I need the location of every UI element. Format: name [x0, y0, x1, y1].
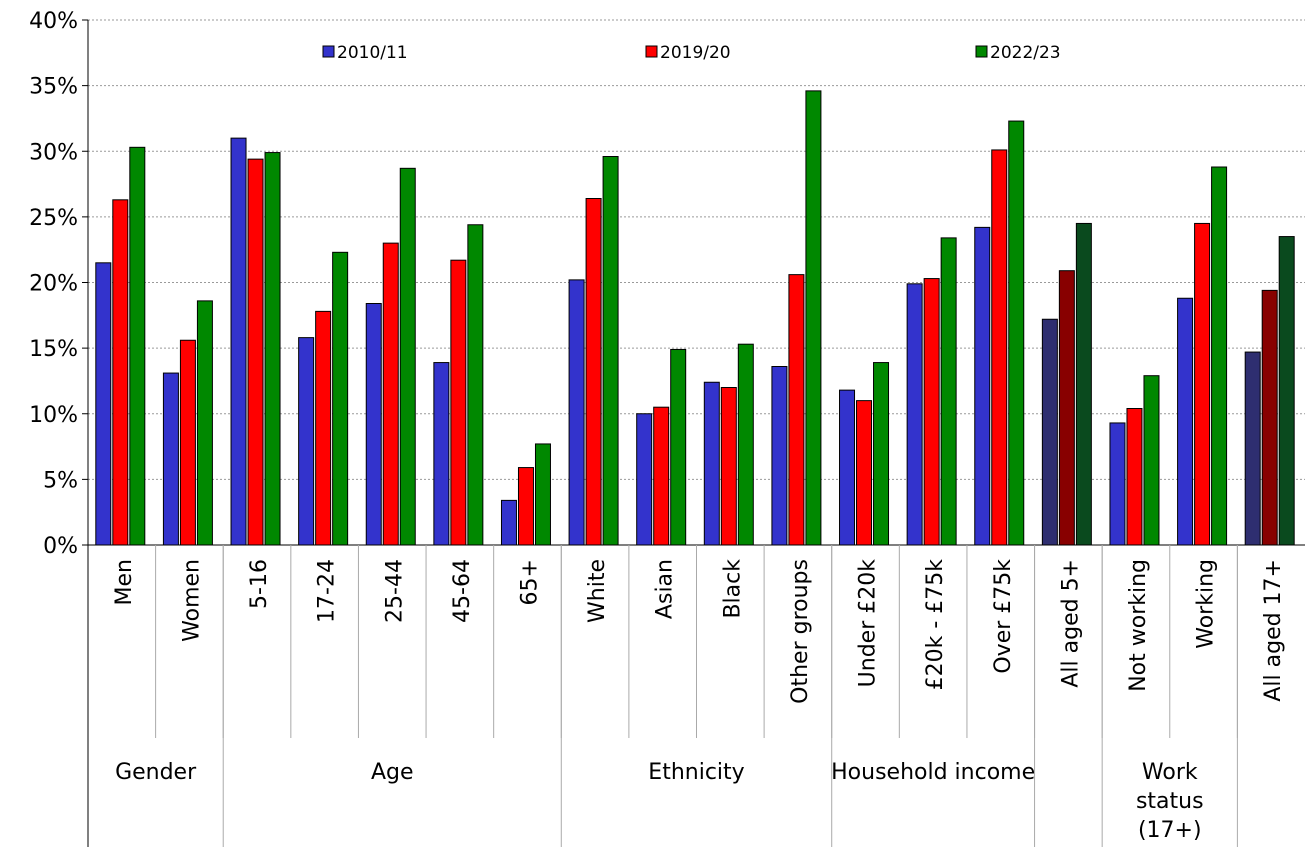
bar: [703, 381, 720, 546]
bar: [1008, 120, 1025, 546]
legend-label: 2022/23: [990, 43, 1061, 63]
group-label: Household income: [831, 760, 1035, 785]
bar: [788, 274, 805, 546]
category-label: Black: [720, 559, 745, 619]
category-label: 17-24: [315, 559, 340, 623]
category-label: All aged 5+: [1058, 559, 1083, 688]
bar: [1126, 408, 1143, 546]
bar: [179, 339, 196, 546]
bar: [1109, 422, 1126, 546]
category-label: 5-16: [247, 559, 272, 609]
bar: [534, 443, 551, 546]
bar: [737, 343, 754, 546]
bar: [95, 262, 112, 546]
bar: [1143, 375, 1160, 546]
group-label: Work status (17+): [1136, 760, 1204, 843]
bar: [450, 259, 467, 546]
bar: [1211, 166, 1228, 546]
y-tick-label: 20%: [29, 272, 78, 297]
category-label: £20k - £75k: [923, 559, 948, 691]
legend-swatch: [645, 45, 658, 58]
bar: [991, 149, 1008, 546]
y-tick-label: 35%: [29, 75, 78, 100]
category-label: Under £20k: [856, 559, 881, 688]
category-label: Over £75k: [991, 559, 1016, 674]
bar: [365, 303, 382, 546]
category-label: 25-44: [382, 559, 407, 623]
bar: [230, 137, 247, 546]
bar: [856, 400, 873, 546]
category-label: White: [585, 559, 610, 623]
bar: [332, 251, 349, 546]
group-label: Ethnicity: [648, 760, 744, 785]
bar: [805, 90, 822, 546]
category-label: Women: [179, 559, 204, 642]
bar: [1075, 222, 1092, 546]
y-tick-label: 10%: [29, 403, 78, 428]
bar: [399, 167, 416, 546]
category-label: Other groups: [788, 559, 813, 704]
bar: [1177, 297, 1194, 546]
group-label: Age: [371, 760, 414, 785]
legend-label: 2010/11: [337, 43, 408, 63]
category-label: Men: [112, 559, 137, 605]
y-tick-label: 40%: [29, 9, 78, 34]
group-label: Gender: [115, 760, 197, 785]
y-tick-label: 5%: [43, 468, 78, 493]
category-label: Not working: [1126, 559, 1151, 692]
bar: [467, 224, 484, 546]
bar: [720, 387, 737, 546]
y-tick-label: 15%: [29, 337, 78, 362]
bar: [162, 372, 179, 546]
legend-label: 2019/20: [660, 43, 731, 63]
bar: [906, 283, 923, 546]
bar: [1244, 351, 1261, 546]
y-tick-label: 0%: [43, 534, 78, 559]
bar: [636, 413, 653, 546]
legend-swatch: [975, 45, 988, 58]
bar: [771, 366, 788, 546]
category-label: 65+: [517, 559, 542, 605]
bar: [1194, 222, 1211, 546]
bar: [1261, 289, 1278, 546]
category-label: 45-64: [450, 559, 475, 623]
bar: [500, 499, 517, 546]
bar: [568, 279, 585, 546]
bar: [433, 362, 450, 546]
category-label: Asian: [653, 559, 678, 619]
y-tick-label: 30%: [29, 140, 78, 165]
bar: [1041, 318, 1058, 546]
bar: [112, 199, 129, 546]
bar: [1278, 236, 1295, 546]
bar: [247, 158, 264, 546]
bar: [653, 406, 670, 546]
bar: [585, 198, 602, 546]
bar: [315, 310, 332, 546]
y-tick-label: 25%: [29, 206, 78, 231]
category-label: All aged 17+: [1261, 559, 1286, 702]
category-label: Working: [1194, 559, 1219, 649]
bar: [670, 348, 687, 546]
legend-swatch: [322, 45, 335, 58]
bar: [839, 389, 856, 546]
bar: [129, 146, 146, 546]
bar: [974, 226, 991, 546]
bar: [382, 242, 399, 546]
bar: [940, 237, 957, 546]
bar: [1058, 270, 1075, 546]
bar: [264, 152, 281, 546]
bar: [923, 278, 940, 546]
bar: [602, 156, 619, 546]
bar: [517, 467, 534, 546]
bar: [873, 362, 890, 546]
bar: [196, 300, 213, 546]
bar: [298, 337, 315, 546]
